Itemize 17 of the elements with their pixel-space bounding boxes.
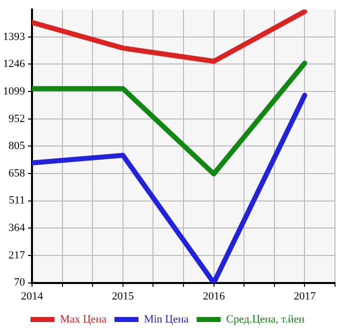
y-tick-label: 1246 [3,58,26,70]
y-tick-label: 1099 [3,85,26,98]
legend-label: Сред.Цена, т.йен [226,313,305,326]
y-tick-label: 511 [8,194,25,207]
x-tick-label: 2014 [21,290,44,302]
x-tick-label: 2015 [112,290,134,302]
x-tick-label: 2016 [202,290,226,302]
y-tick-label: 217 [8,249,26,262]
y-tick-label: 70 [14,276,26,289]
y-tick-label: 952 [8,112,25,125]
legend-label: Min Цена [144,313,189,326]
y-tick-label: 805 [8,140,26,152]
y-tick-label: 658 [8,167,26,180]
x-tick-label: 2017 [294,290,316,302]
y-tick-label: 1393 [3,30,26,43]
y-tick-label: 364 [8,222,26,234]
legend-label: Max Цена [60,313,107,326]
